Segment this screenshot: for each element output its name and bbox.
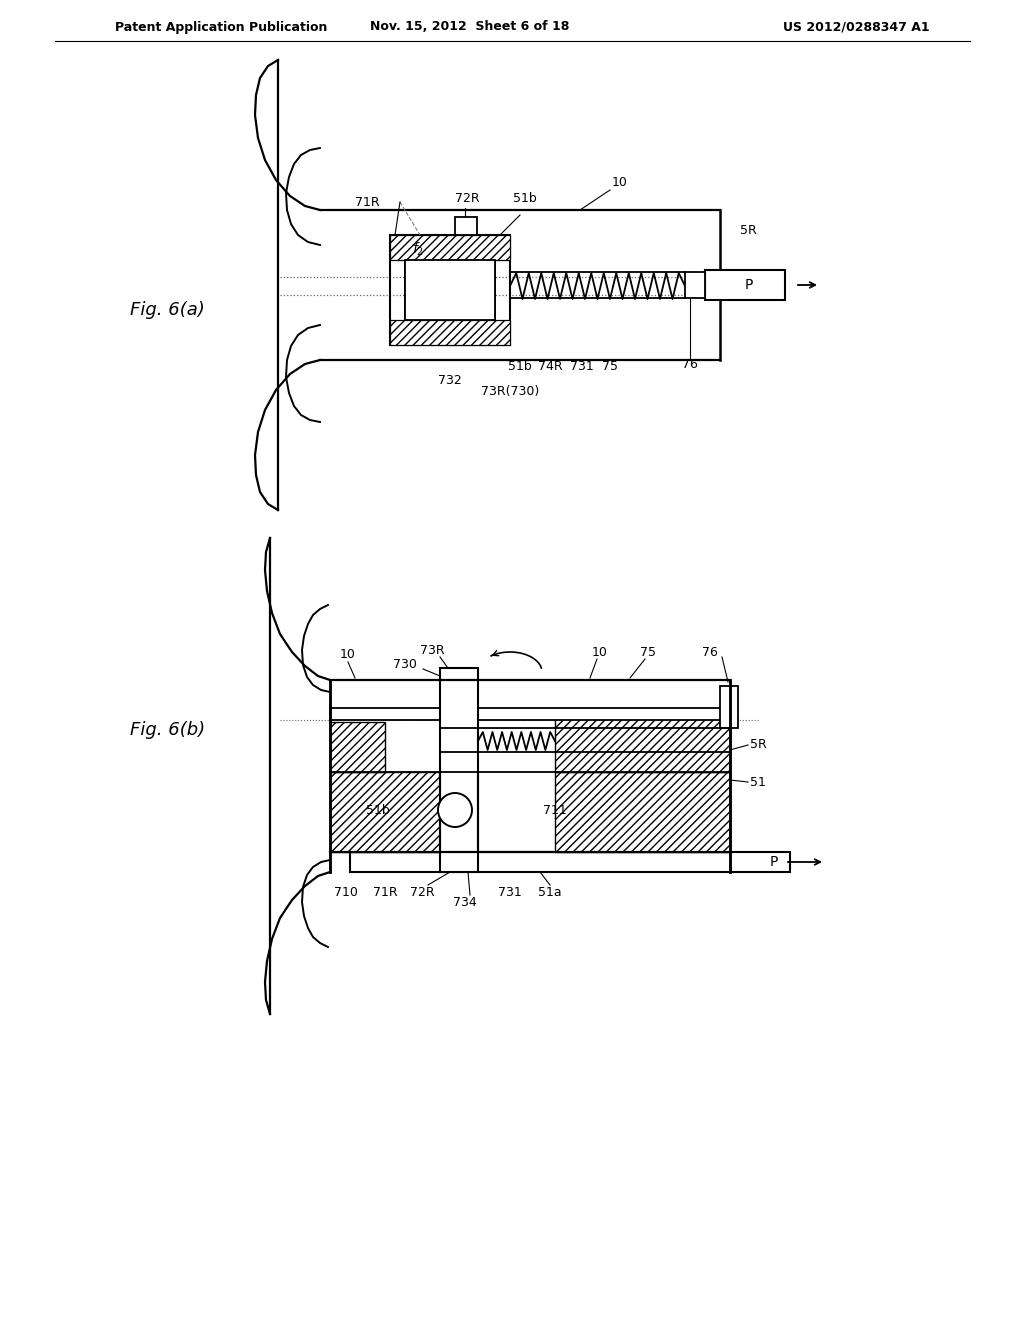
Text: 10: 10 [340, 648, 356, 661]
Bar [406, 260, 495, 319]
Bar [720, 686, 738, 729]
Text: Fig. 6(a): Fig. 6(a) [130, 301, 205, 319]
Text: Nov. 15, 2012  Sheet 6 of 18: Nov. 15, 2012 Sheet 6 of 18 [371, 21, 569, 33]
Text: 73R(730): 73R(730) [481, 385, 539, 399]
Text: 72R: 72R [455, 191, 479, 205]
Text: 732: 732 [438, 374, 462, 387]
Text: 51b: 51b [508, 360, 531, 374]
Text: 51: 51 [750, 776, 766, 788]
Circle shape [438, 793, 472, 828]
Bar [330, 772, 440, 851]
Text: 73R: 73R [420, 644, 444, 656]
Text: 731: 731 [498, 886, 522, 899]
Text: 51b: 51b [513, 191, 537, 205]
Text: 734: 734 [454, 895, 477, 908]
Bar [350, 851, 790, 873]
Text: $f_2$: $f_2$ [412, 240, 424, 257]
Text: 730: 730 [393, 659, 417, 672]
Bar [390, 235, 510, 260]
Text: 75: 75 [640, 645, 656, 659]
Text: 76: 76 [702, 645, 718, 659]
Bar [440, 668, 478, 873]
Bar [330, 708, 730, 719]
Text: 72R: 72R [410, 886, 434, 899]
Text: 710: 710 [334, 886, 358, 899]
Text: 51b: 51b [367, 804, 390, 817]
Text: 10: 10 [612, 176, 628, 189]
Text: 71R: 71R [373, 886, 397, 899]
Bar [441, 774, 477, 851]
Bar [390, 319, 510, 345]
Text: Patent Application Publication: Patent Application Publication [115, 21, 328, 33]
Text: 5R: 5R [750, 738, 767, 751]
Text: P: P [745, 279, 754, 292]
Text: 10: 10 [592, 645, 608, 659]
Text: 5R: 5R [740, 223, 757, 236]
Text: 76: 76 [682, 359, 698, 371]
Bar [330, 722, 385, 772]
Text: 74R: 74R [538, 360, 562, 374]
Text: 75: 75 [602, 360, 618, 374]
Text: P: P [770, 855, 778, 869]
Text: 51a: 51a [539, 886, 562, 899]
Bar [555, 772, 730, 851]
Text: 71R: 71R [354, 195, 379, 209]
Text: Fig. 6(b): Fig. 6(b) [130, 721, 205, 739]
Bar [685, 272, 705, 298]
Text: 711: 711 [543, 804, 567, 817]
Bar [555, 717, 730, 772]
Bar [705, 271, 785, 300]
Text: US 2012/0288347 A1: US 2012/0288347 A1 [783, 21, 930, 33]
Text: 731: 731 [570, 360, 594, 374]
Bar [455, 216, 477, 235]
